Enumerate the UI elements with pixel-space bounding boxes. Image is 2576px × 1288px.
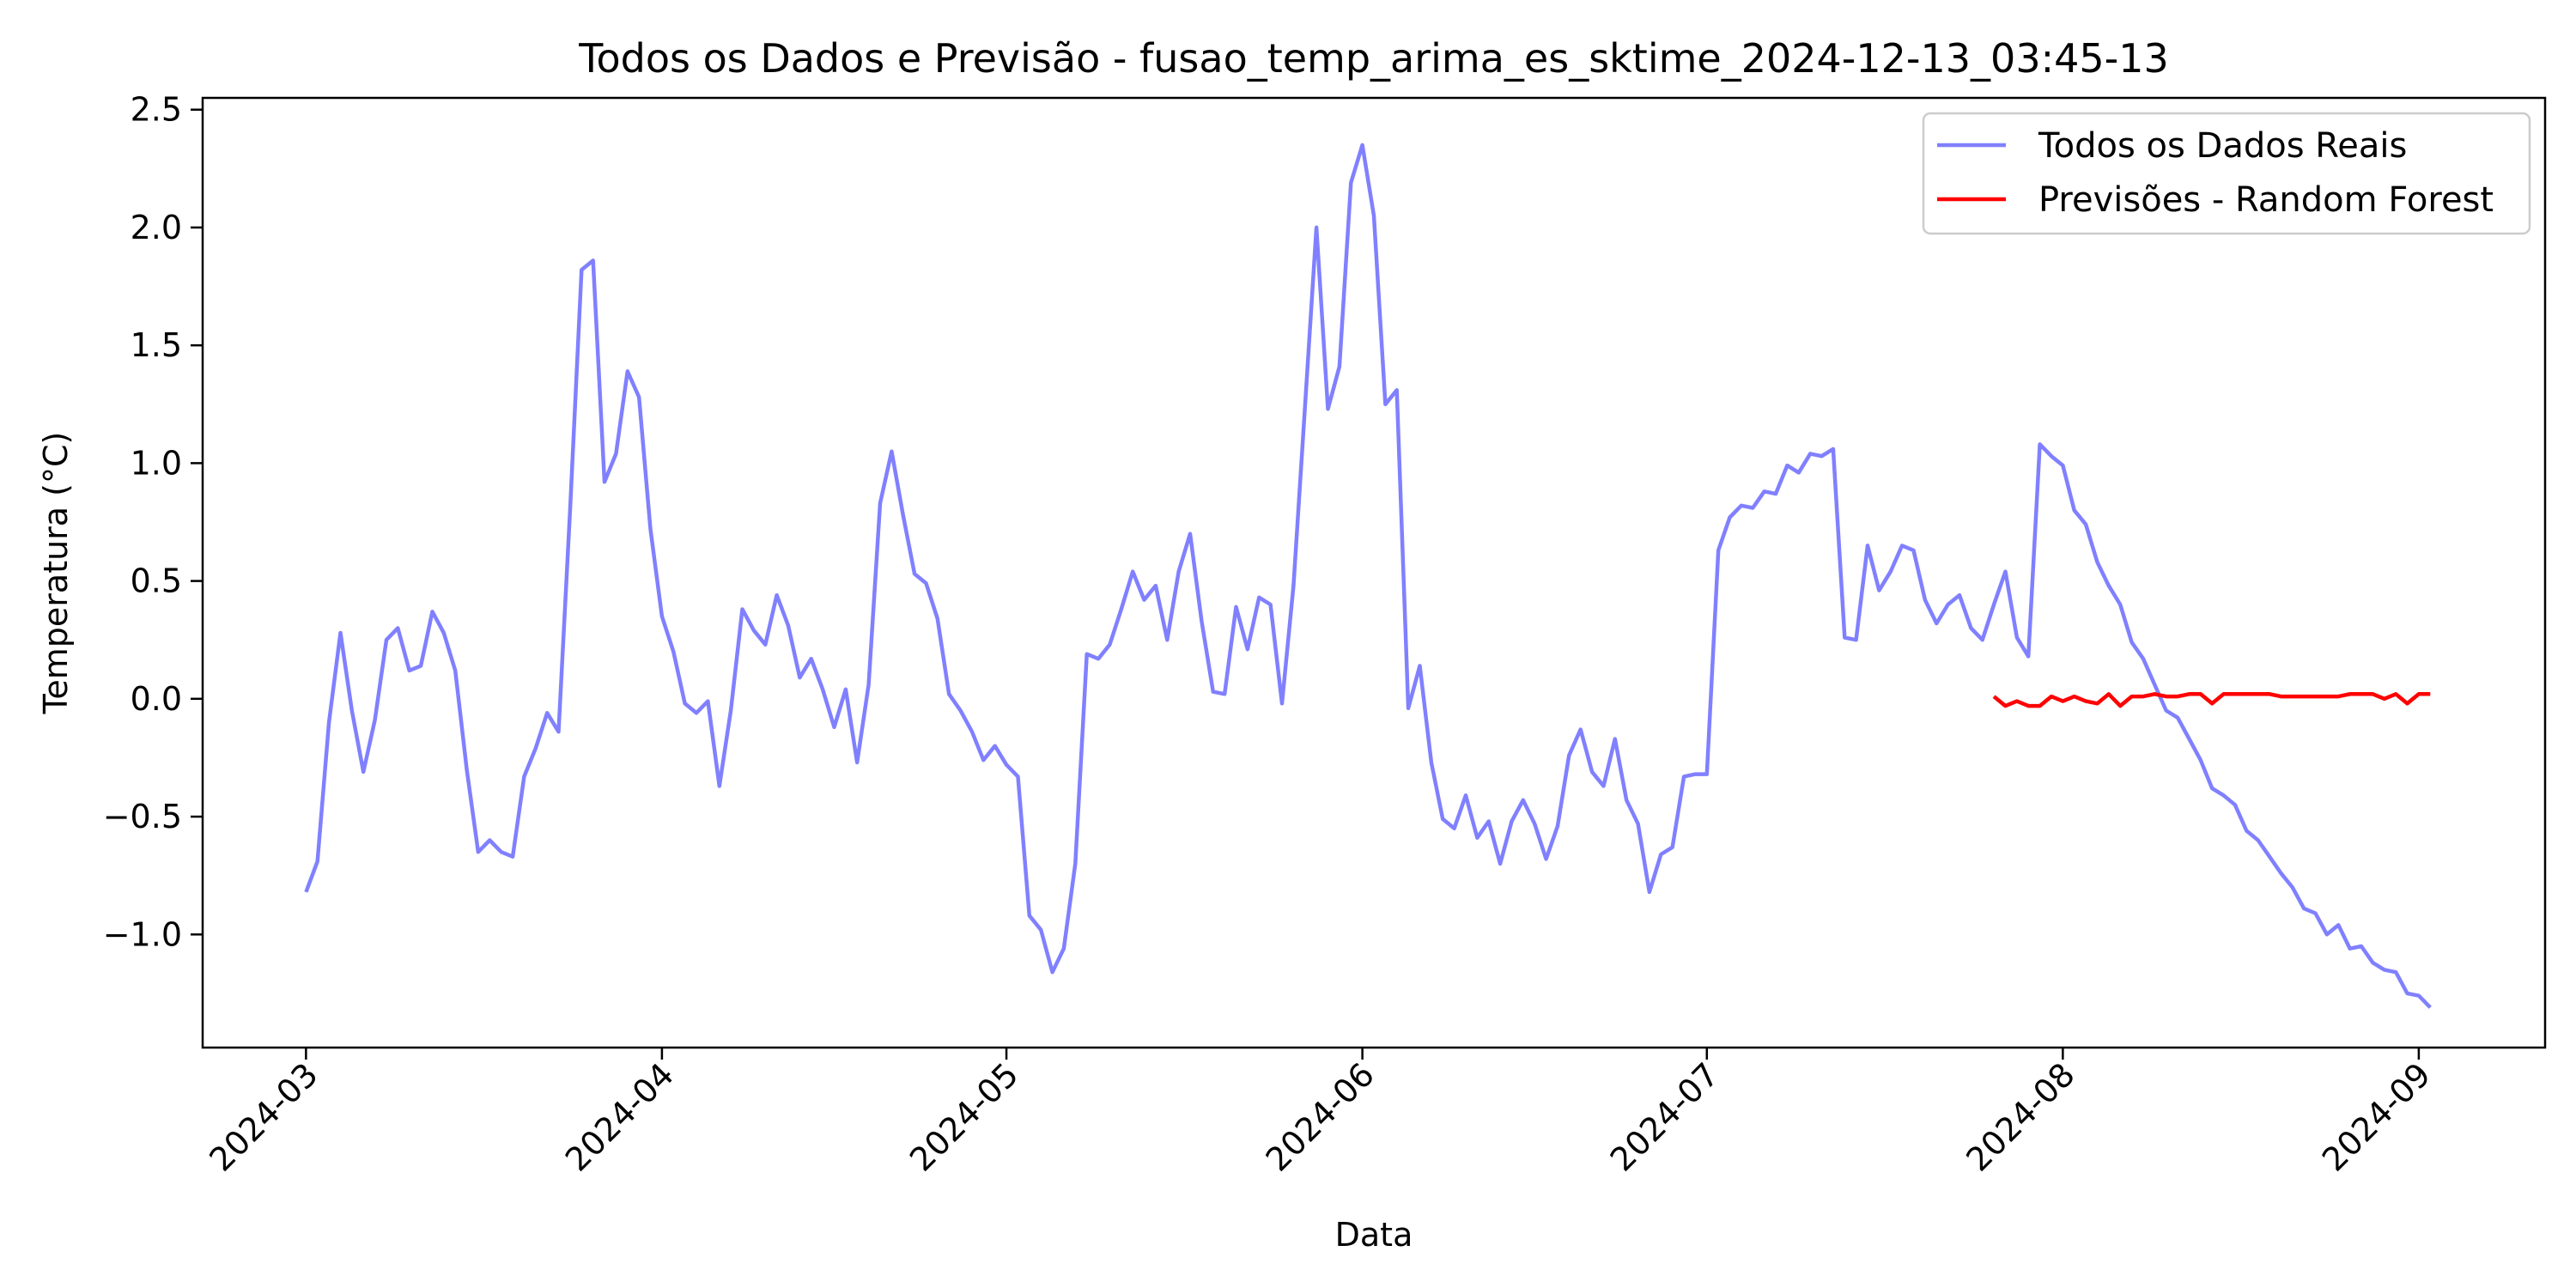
- y-tick-label: 0.5: [131, 562, 182, 600]
- y-tick-label: 1.5: [131, 326, 182, 364]
- series-layer: [304, 143, 2432, 1009]
- x-axis-label: Data: [1335, 1216, 1413, 1254]
- y-tick-label: 2.0: [131, 209, 182, 246]
- legend-box: [1922, 112, 2531, 235]
- legend-label: Previsões - Random Forest: [2038, 180, 2494, 220]
- y-tick-label: 0.0: [131, 680, 182, 718]
- y-axis-label: Temperatura (°C): [37, 432, 75, 715]
- series-line-forecast: [1992, 692, 2431, 708]
- y-axis-ticks: −1.0 −0.5 0.0 0.5 1.0 1.5 2.0 2.5: [103, 91, 203, 953]
- y-tick-label: −1.0: [103, 915, 182, 953]
- legend: Todos os Dados Reais Previsões - Random F…: [1922, 112, 2531, 235]
- legend-label: Todos os Dados Reais: [2038, 126, 2407, 166]
- chart-title: Todos os Dados e Previsão - fusao_temp_a…: [578, 35, 2169, 82]
- y-tick-label: 1.0: [131, 444, 182, 482]
- series-line-actual: [304, 143, 2432, 1009]
- y-tick-label: 2.5: [131, 91, 182, 129]
- plot-frame: [201, 96, 2547, 1049]
- y-tick-label: −0.5: [103, 798, 182, 835]
